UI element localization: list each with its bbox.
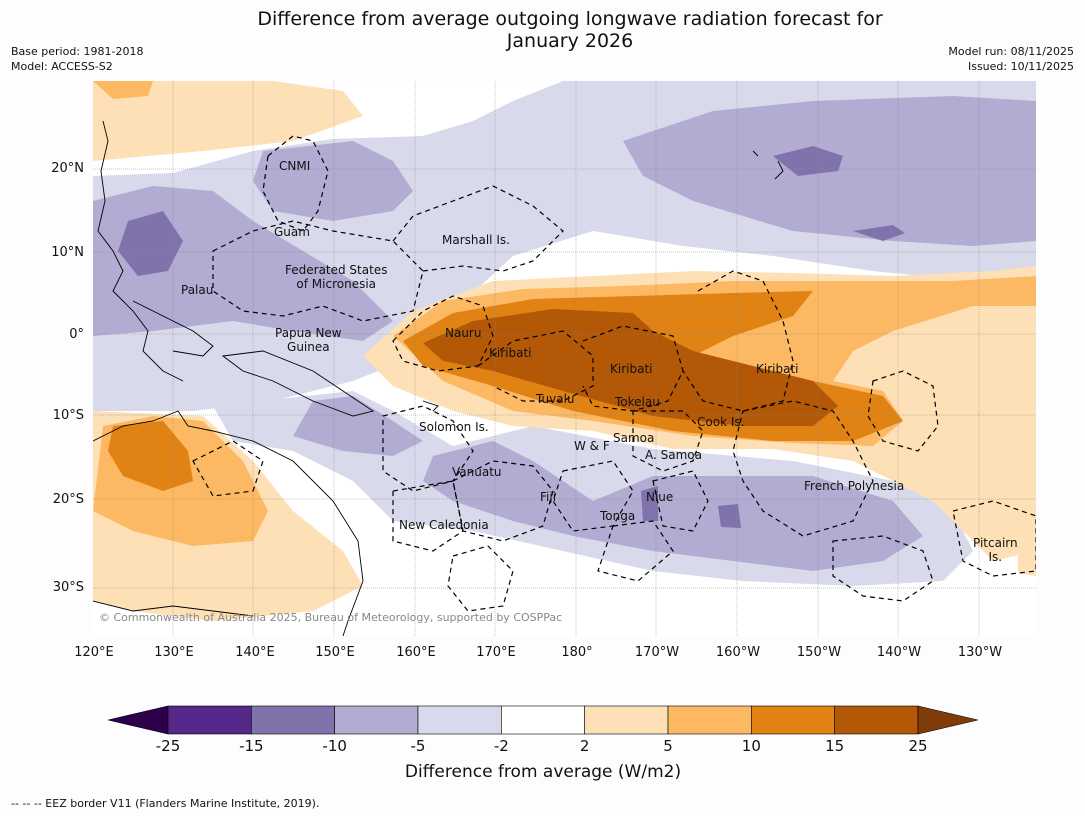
label-fsm: Federated States of Micronesia (285, 263, 387, 291)
lat-label: 10°N (51, 245, 84, 260)
colorbar-tick-label: 25 (908, 737, 928, 755)
label-nauru: Nauru (445, 326, 482, 340)
colorbar-tick-label: 15 (825, 737, 845, 755)
lon-label: 170°E (476, 645, 516, 660)
colorbar-segment (834, 705, 919, 735)
anomaly-region-pos-light (1018, 546, 1036, 576)
anomaly-map: CNMI Guam Marshall Is. Federated States … (93, 81, 1036, 636)
anomaly-region-neg-dark (118, 211, 183, 276)
colorbar-tick-label: -25 (155, 737, 181, 755)
label-tuvalu: Tuvalu (536, 392, 575, 406)
meta-right: Model run: 08/11/2025 Issued: 10/11/2025 (948, 44, 1074, 74)
coastlines (93, 120, 784, 636)
label-kiribati-west: Kiribati (489, 346, 532, 360)
lon-label: 160°E (396, 645, 436, 660)
lat-label: 0° (69, 327, 84, 342)
label-palau: Palau (181, 283, 214, 297)
label-kiribati-central: Kiribati (610, 362, 653, 376)
lon-label: 180° (561, 645, 593, 660)
colorbar-tick-label: -2 (493, 737, 509, 755)
lat-label: 20°S (52, 492, 84, 507)
lon-label: 130°E (154, 645, 194, 660)
model-name: Model: ACCESS-S2 (11, 60, 113, 73)
label-fiji: Fiji (540, 490, 557, 504)
colorbar-tick-label: -10 (322, 737, 347, 755)
label-tonga: Tonga (600, 509, 636, 523)
lon-label: 170°W (634, 645, 680, 660)
eez-borders (192, 135, 1036, 612)
issued-date: Issued: 10/11/2025 (967, 60, 1074, 73)
colorbar-segment (751, 705, 835, 735)
label-asamoa: A. Samoa (645, 448, 702, 462)
colorbar-segment (501, 705, 585, 735)
label-kiribati-east: Kiribati (756, 362, 799, 376)
lon-label: 130°W (957, 645, 1003, 660)
anomaly-region-neg-medium (253, 141, 413, 221)
colorbar-segment (334, 705, 419, 735)
lat-label: 30°S (52, 580, 84, 595)
colorbar-segment (251, 705, 335, 735)
meta-left: Base period: 1981-2018 Model: ACCESS-S2 (11, 44, 143, 74)
title-line-2: January 2026 (506, 30, 634, 52)
base-period: Base period: 1981-2018 (11, 45, 144, 58)
label-png: Papua New Guinea (275, 326, 342, 354)
label-cnmi: CNMI (279, 159, 311, 173)
label-newcal: New Caledonia (399, 518, 489, 532)
colorbar-tick-label: -15 (239, 737, 264, 755)
label-cook: Cook Is. (697, 415, 745, 429)
colorbar (108, 705, 978, 735)
label-frpoly: French Polynesia (804, 479, 905, 493)
colorbar-title: Difference from average (W/m2) (404, 762, 682, 782)
anomaly-region-pos-light (93, 81, 363, 161)
label-wf: W & F (574, 439, 610, 453)
label-pitcairn: Pitcairn Is. (973, 536, 1018, 564)
label-marshall: Marshall Is. (442, 233, 510, 247)
anomaly-region-neg-medium (293, 396, 423, 456)
colorbar-extend-low (108, 705, 169, 735)
anomaly-region-neg-dark (641, 486, 658, 521)
label-fsm-line2: of Micronesia (296, 277, 377, 291)
anomaly-region-neg-medium (423, 441, 923, 571)
colorbar-tick-label: 2 (579, 737, 590, 755)
colorbar-tick-label: -5 (410, 737, 426, 755)
label-tokelau: Tokelau (615, 395, 660, 409)
anomaly-region-neg-dark (773, 146, 843, 176)
lat-label: 20°N (51, 161, 84, 176)
label-guam: Guam (274, 225, 310, 239)
colorbar-segment (167, 705, 252, 735)
map-title: Difference from average outgoing longwav… (170, 8, 970, 52)
label-png-line1: Papua New (275, 326, 342, 340)
graticule (93, 81, 1036, 636)
colorbar-segment (417, 705, 502, 735)
title-line-1: Difference from average outgoing longwav… (257, 8, 883, 30)
lon-label: 150°E (315, 645, 355, 660)
label-vanuatu: Vanuatu (452, 465, 502, 479)
lon-label: 150°W (796, 645, 842, 660)
lon-label: 140°E (235, 645, 275, 660)
map-svg (93, 81, 1036, 636)
eez-footnote: -- -- -- EEZ border V11 (Flanders Marine… (11, 797, 320, 810)
anomaly-region-neg-dark (718, 504, 741, 528)
label-pitcairn-line2: Is. (988, 550, 1003, 564)
colorbar-tick-label: 5 (663, 737, 673, 755)
anomaly-region-pos-medium (93, 81, 153, 99)
label-niue: Niue (646, 490, 674, 504)
colorbar-segment (667, 705, 752, 735)
lat-label: 10°S (52, 408, 84, 423)
copyright-text: © Commonwealth of Australia 2025, Bureau… (99, 611, 563, 624)
colorbar-extend-high (917, 705, 978, 735)
label-solomon: Solomon Is. (419, 420, 489, 434)
model-run: Model run: 08/11/2025 (948, 45, 1074, 58)
colorbar-segment (584, 705, 669, 735)
label-png-line2: Guinea (287, 340, 330, 354)
lon-label: 140°W (876, 645, 922, 660)
lon-label: 160°W (715, 645, 761, 660)
anomaly-region-neg-dark (853, 225, 905, 241)
anomaly-region-pos-strong (108, 421, 193, 491)
label-fsm-line1: Federated States (285, 263, 388, 277)
label-samoa: Samoa (613, 431, 655, 445)
colorbar-tick-label: 10 (741, 737, 761, 755)
lon-label: 120°E (74, 645, 114, 660)
label-pitcairn-line1: Pitcairn (973, 536, 1018, 550)
